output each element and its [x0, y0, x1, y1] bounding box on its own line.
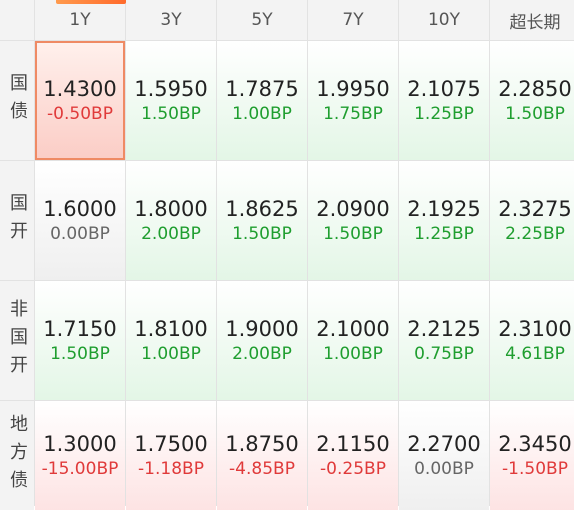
yield-change: 1.50BP — [505, 103, 565, 124]
yield-cell[interactable]: 1.6000 0.00BP — [35, 161, 125, 280]
yield-cell[interactable]: 2.1925 1.25BP — [399, 161, 489, 280]
yield-rate: 2.3450 — [498, 431, 572, 456]
yield-cell[interactable]: 1.5950 1.50BP — [126, 41, 216, 160]
yield-cell[interactable]: 1.7500 -1.18BP — [126, 401, 216, 510]
yield-cell[interactable]: 1.7875 1.00BP — [217, 41, 307, 160]
yield-cell[interactable]: 2.0900 1.50BP — [308, 161, 398, 280]
row-header-2: 非国开 — [0, 281, 34, 400]
yield-change: 1.25BP — [414, 103, 474, 124]
column-header-2[interactable]: 5Y — [217, 0, 307, 40]
yield-change: -0.50BP — [47, 103, 113, 124]
yield-change: -1.18BP — [138, 458, 204, 479]
yield-rate: 1.8100 — [134, 316, 208, 341]
column-header-5[interactable]: 超长期 — [490, 0, 574, 40]
yield-cell[interactable]: 1.9950 1.75BP — [308, 41, 398, 160]
yield-rate: 2.2125 — [407, 316, 481, 341]
yield-rate: 2.2850 — [498, 76, 572, 101]
yield-change: 4.61BP — [505, 343, 565, 364]
yield-rate: 2.3100 — [498, 316, 572, 341]
row-header-1: 国开 — [0, 161, 34, 280]
yield-change: -1.50BP — [502, 458, 568, 479]
column-header-0[interactable]: 1Y — [35, 0, 125, 40]
yield-cell[interactable]: 2.2700 0.00BP — [399, 401, 489, 510]
column-header-4[interactable]: 10Y — [399, 0, 489, 40]
yield-cell[interactable]: 2.1000 1.00BP — [308, 281, 398, 400]
yield-rate: 2.1000 — [316, 316, 390, 341]
yield-change: 2.00BP — [141, 223, 201, 244]
yield-change: 0.00BP — [50, 223, 110, 244]
row-header-3: 地方债 — [0, 401, 34, 510]
yield-cell[interactable]: 1.4300 -0.50BP — [35, 41, 125, 160]
yield-change: 1.25BP — [414, 223, 474, 244]
row-header-label: 非国开 — [7, 298, 28, 383]
row-header-label: 国开 — [7, 192, 28, 249]
yield-cell[interactable]: 1.7150 1.50BP — [35, 281, 125, 400]
yield-change: 1.50BP — [323, 223, 383, 244]
yield-rate: 1.8000 — [134, 196, 208, 221]
yield-rate: 2.3275 — [498, 196, 572, 221]
yield-rate: 1.9000 — [225, 316, 299, 341]
row-header-0: 国债 — [0, 41, 34, 160]
yield-cell[interactable]: 2.1150 -0.25BP — [308, 401, 398, 510]
yield-rate: 2.0900 — [316, 196, 390, 221]
column-header-3[interactable]: 7Y — [308, 0, 398, 40]
yield-change: 1.50BP — [232, 223, 292, 244]
yield-rate: 1.8625 — [225, 196, 299, 221]
yield-change: -4.85BP — [229, 458, 295, 479]
yield-change: 2.00BP — [232, 343, 292, 364]
yield-change: 1.75BP — [323, 103, 383, 124]
yield-rate: 1.8750 — [225, 431, 299, 456]
yield-change: 1.50BP — [141, 103, 201, 124]
yield-rate: 2.1150 — [316, 431, 390, 456]
yield-cell[interactable]: 1.8000 2.00BP — [126, 161, 216, 280]
yield-rate: 1.7500 — [134, 431, 208, 456]
yield-cell[interactable]: 1.8100 1.00BP — [126, 281, 216, 400]
yield-cell[interactable]: 2.1075 1.25BP — [399, 41, 489, 160]
yield-rate: 1.6000 — [43, 196, 117, 221]
yield-cell[interactable]: 2.2850 1.50BP — [490, 41, 574, 160]
yield-rate: 2.1925 — [407, 196, 481, 221]
table-corner — [0, 0, 34, 40]
yield-rate: 1.5950 — [134, 76, 208, 101]
selected-tab-indicator — [56, 0, 126, 4]
yield-rate: 1.3000 — [43, 431, 117, 456]
yield-cell[interactable]: 2.3450 -1.50BP — [490, 401, 574, 510]
yield-change: 2.25BP — [505, 223, 565, 244]
row-header-label: 国债 — [7, 72, 28, 129]
row-header-label: 地方债 — [7, 413, 28, 498]
yield-cell[interactable]: 2.3100 4.61BP — [490, 281, 574, 400]
column-header-1[interactable]: 3Y — [126, 0, 216, 40]
yield-cell[interactable]: 1.9000 2.00BP — [217, 281, 307, 400]
yield-rate: 1.7875 — [225, 76, 299, 101]
yield-cell[interactable]: 2.2125 0.75BP — [399, 281, 489, 400]
yield-change: 0.00BP — [414, 458, 474, 479]
yield-rate: 2.2700 — [407, 431, 481, 456]
yield-cell[interactable]: 1.8750 -4.85BP — [217, 401, 307, 510]
yield-change: 1.00BP — [141, 343, 201, 364]
yield-change: 1.50BP — [50, 343, 110, 364]
yield-rate: 1.7150 — [43, 316, 117, 341]
yield-change: 1.00BP — [323, 343, 383, 364]
yield-change: 1.00BP — [232, 103, 292, 124]
yield-cell[interactable]: 1.8625 1.50BP — [217, 161, 307, 280]
yield-change: -0.25BP — [320, 458, 386, 479]
yield-change: 0.75BP — [414, 343, 474, 364]
yield-rate: 1.9950 — [316, 76, 390, 101]
yield-cell[interactable]: 1.3000 -15.00BP — [35, 401, 125, 510]
yield-rate: 2.1075 — [407, 76, 481, 101]
yield-change: -15.00BP — [41, 458, 119, 479]
yield-cell[interactable]: 2.3275 2.25BP — [490, 161, 574, 280]
yield-rate: 1.4300 — [43, 76, 117, 101]
